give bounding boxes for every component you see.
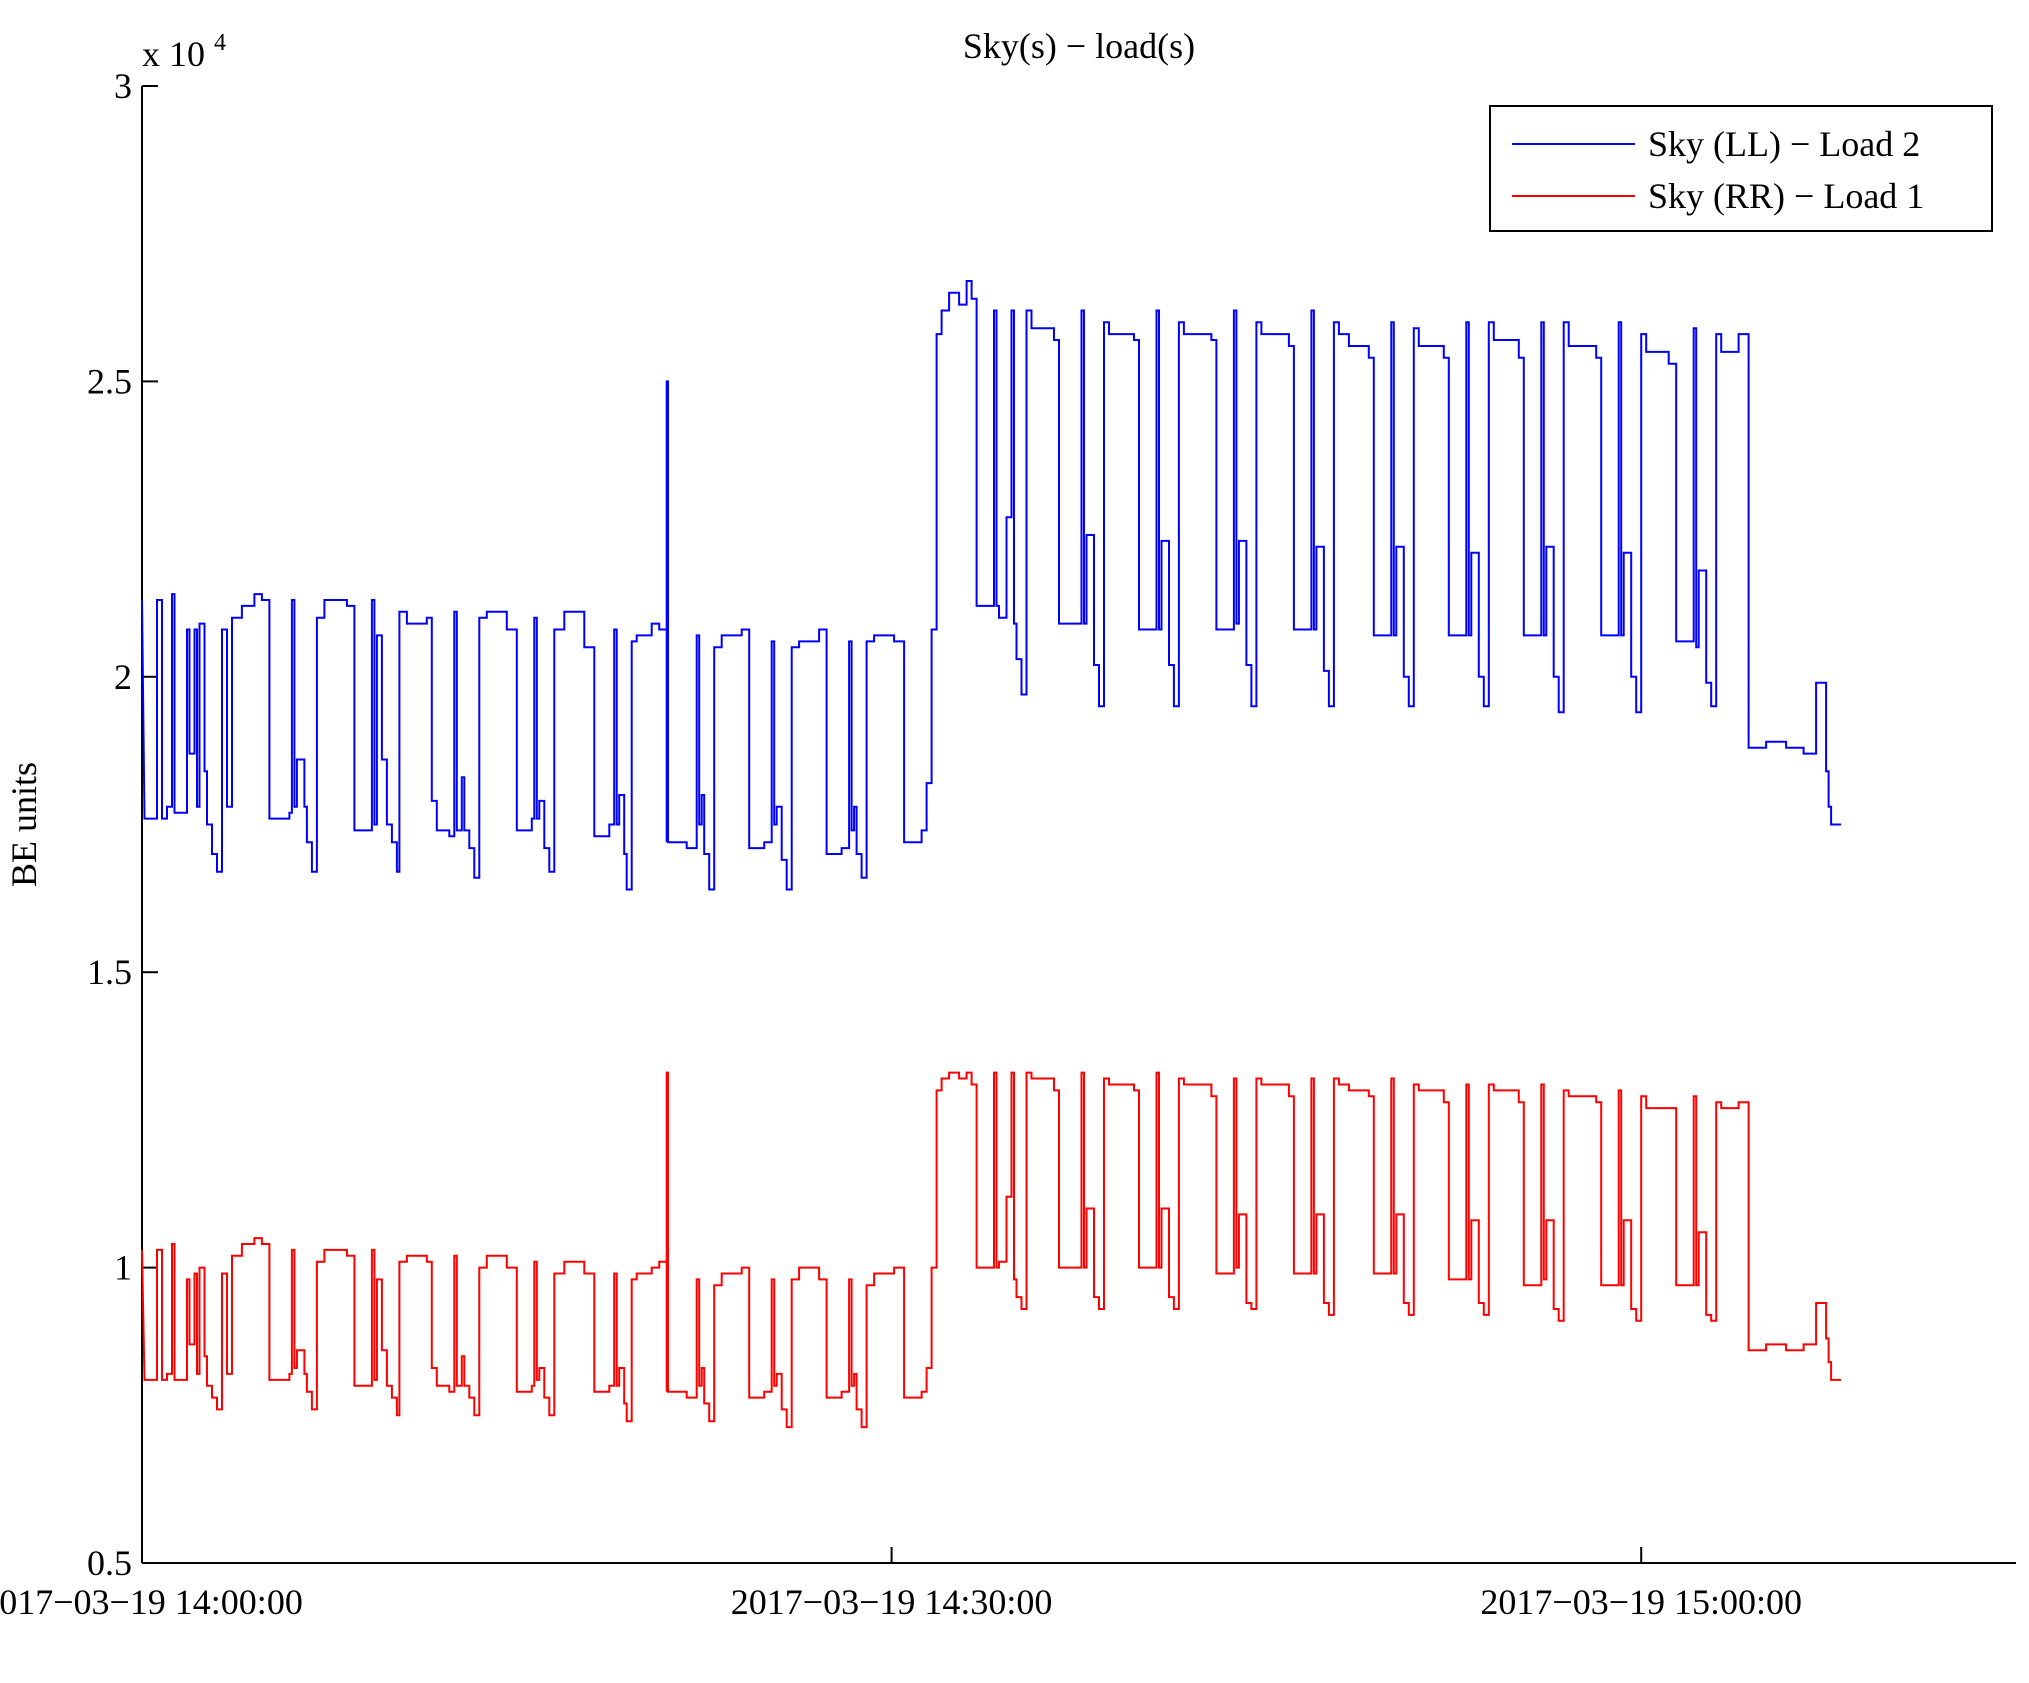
- x-tick-label: 2017−03−19 14:00:00: [0, 1582, 303, 1622]
- y-tick-label: 1: [114, 1248, 132, 1288]
- legend: Sky (LL) − Load 2 Sky (RR) − Load 1: [1489, 105, 1993, 232]
- y-tick-label: 0.5: [87, 1543, 132, 1583]
- legend-label-series-1: Sky (LL) − Load 2: [1648, 124, 1920, 164]
- y-tick-label: 3: [114, 66, 132, 106]
- y-axis-exponent-base: x 10: [142, 34, 205, 74]
- chart-title: Sky(s) − load(s): [963, 26, 1195, 66]
- plot-area: 0.5 1 1.5 2 2.5 3 2017−03−19 14:00:00 2017−03−1…: [0, 66, 2016, 1622]
- x-tick-label: 2017−03−19 14:30:00: [731, 1582, 1053, 1622]
- legend-box: [1489, 105, 1993, 232]
- y-axis-exponent-power: 4: [214, 30, 226, 56]
- y-axis-exponent: x 10 4: [142, 30, 226, 74]
- x-tick-label: 2017−03−19 15:00:00: [1480, 1582, 1802, 1622]
- y-tick-label: 1.5: [87, 952, 132, 992]
- legend-label-series-2: Sky (RR) − Load 1: [1648, 176, 1924, 216]
- series-line-1: [141, 280, 1842, 891]
- y-tick-label: 2: [114, 657, 132, 697]
- y-tick-label: 2.5: [87, 361, 132, 401]
- series-line-2: [141, 1071, 1842, 1429]
- y-axis-label: BE units: [4, 762, 44, 887]
